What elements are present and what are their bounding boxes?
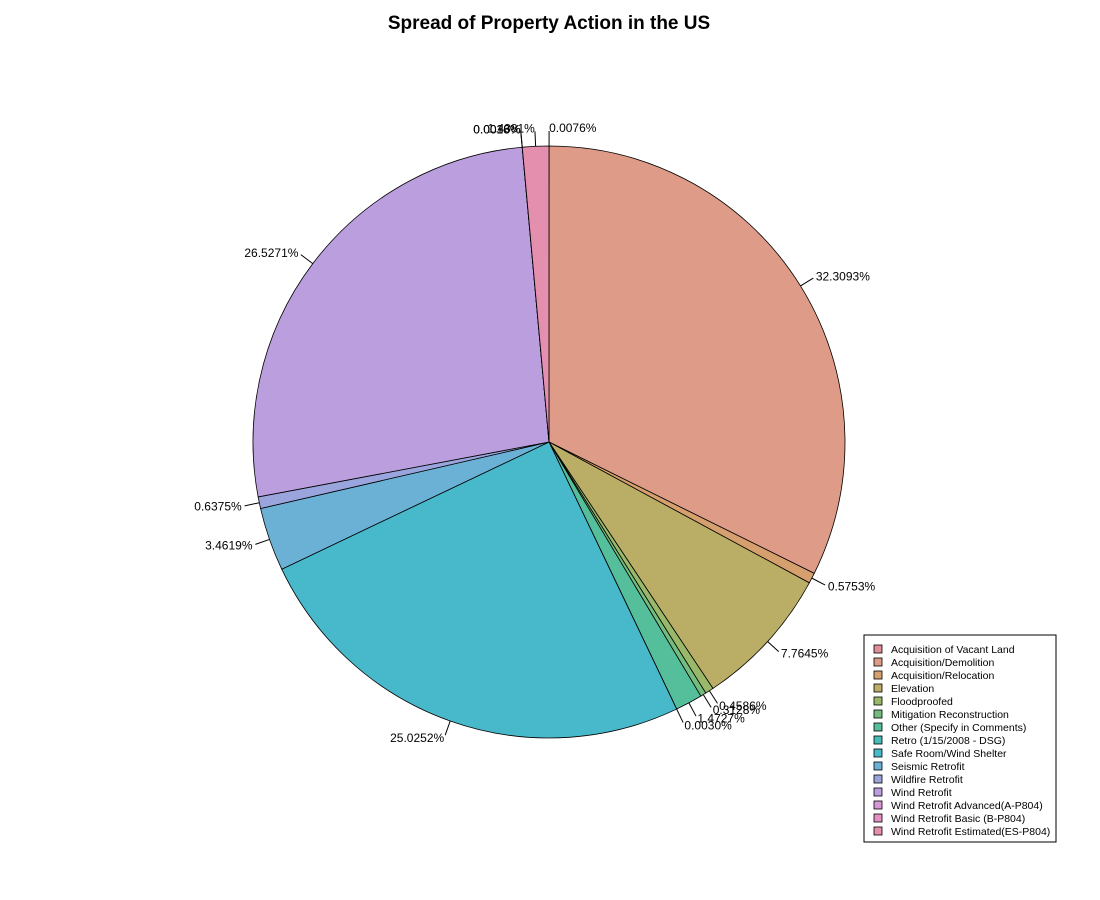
legend-swatch bbox=[873, 826, 883, 836]
slice-percent-label: 0.4586% bbox=[719, 699, 767, 713]
slice-percent-label: 0.0076% bbox=[549, 121, 597, 135]
legend-swatch bbox=[873, 644, 883, 654]
legend-label: Elevation bbox=[891, 683, 934, 695]
label-tick bbox=[811, 577, 826, 586]
pie-slice-safe-room-wind-shelter bbox=[281, 441, 678, 739]
label-tick bbox=[520, 132, 523, 148]
slice-percent-label: 1.4381% bbox=[487, 121, 535, 135]
label-tick bbox=[244, 502, 260, 507]
legend-label: Seismic Retrofit bbox=[891, 761, 965, 773]
label-tick bbox=[534, 131, 537, 147]
legend-label: Wind Retrofit Estimated(ES-P804) bbox=[891, 826, 1050, 838]
label-tick bbox=[688, 702, 697, 717]
label-tick bbox=[708, 690, 718, 704]
legend-swatch bbox=[873, 670, 883, 680]
slice-percent-label: 0.0030% bbox=[684, 718, 732, 732]
label-tick bbox=[300, 254, 314, 265]
label-tick bbox=[767, 641, 780, 653]
legend-swatch bbox=[873, 657, 883, 667]
legend-label: Wind Retrofit Basic (B-P804) bbox=[891, 813, 1025, 825]
slice-percent-label: 0.0036% bbox=[473, 122, 521, 136]
legend-swatch bbox=[873, 683, 883, 693]
slice-percent-label: 1.4727% bbox=[697, 712, 745, 726]
legend-label: Wind Retrofit Advanced(A-P804) bbox=[891, 800, 1043, 812]
legend-swatch bbox=[873, 696, 883, 706]
slice-percent-label: 0.5753% bbox=[828, 579, 876, 593]
legend-swatch bbox=[873, 800, 883, 810]
legend-label: Wildfire Retrofit bbox=[891, 774, 963, 786]
label-tick bbox=[676, 708, 684, 723]
slice-percent-label: 7.7645% bbox=[781, 647, 829, 661]
pie-labels: 0.0076% 32.3093% 0.5753% 7.7645% 0.4586%0.31… bbox=[194, 121, 875, 745]
chart-title: Spread of Property Action in the US bbox=[388, 13, 710, 34]
legend-swatch bbox=[873, 774, 883, 784]
legend-label: Wind Retrofit bbox=[891, 787, 952, 799]
legend-label: Safe Room/Wind Shelter bbox=[891, 748, 1007, 760]
label-tick bbox=[702, 694, 712, 708]
legend-label: Acquisition of Vacant Land bbox=[891, 644, 1015, 656]
pie-slice-wind-retrofit bbox=[252, 146, 550, 498]
legend-swatch bbox=[873, 813, 883, 823]
legend-swatch bbox=[873, 748, 883, 758]
legend-swatch bbox=[873, 709, 883, 719]
slice-percent-label: 26.5271% bbox=[244, 246, 298, 260]
legend-label: Other (Specify in Comments) bbox=[891, 722, 1026, 734]
legend-label: Acquisition/Demolition bbox=[891, 657, 994, 669]
label-tick bbox=[800, 277, 814, 287]
legend: Acquisition of Vacant LandAcquisition/De… bbox=[863, 634, 1057, 843]
slice-percent-label: 32.3093% bbox=[816, 269, 870, 283]
slice-percent-label: 0.6375% bbox=[194, 499, 242, 513]
legend-swatch bbox=[873, 722, 883, 732]
legend-label: Floodproofed bbox=[891, 696, 953, 708]
pie-slices bbox=[252, 145, 846, 739]
label-tick bbox=[444, 720, 451, 736]
legend-swatch bbox=[873, 761, 883, 771]
slice-percent-label: 0.3128% bbox=[713, 703, 761, 717]
slice-percent-label: 25.0252% bbox=[390, 731, 444, 745]
slice-percent-label: 3.4619% bbox=[205, 538, 253, 552]
pie-slice-elevation bbox=[548, 441, 810, 690]
pie-slice-acquisition-demolition bbox=[548, 145, 846, 574]
legend-swatch bbox=[873, 787, 883, 797]
slice-percent-label: 0.0018% bbox=[473, 122, 521, 136]
label-tick bbox=[255, 538, 270, 545]
legend-label: Mitigation Reconstruction bbox=[891, 709, 1009, 721]
legend-label: Retro (1/15/2008 - DSG) bbox=[891, 735, 1005, 747]
legend-swatch bbox=[873, 735, 883, 745]
legend-label: Acquisition/Relocation bbox=[891, 670, 994, 682]
legend-box bbox=[863, 634, 1057, 843]
